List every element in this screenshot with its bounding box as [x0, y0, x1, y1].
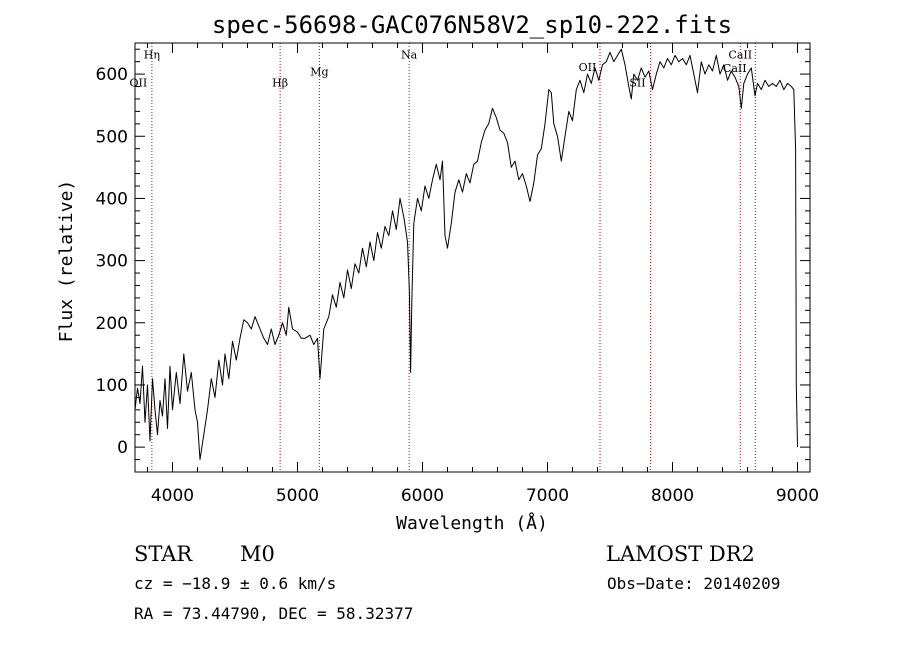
y-tick-label: 100: [96, 376, 128, 396]
line-label-7: CaII: [723, 62, 747, 75]
line-label-8: CaII: [728, 49, 752, 62]
spectral-marker-lines: [151, 43, 756, 472]
x-tick-label: 5000: [276, 486, 319, 506]
y-axis-ticks: 0 100 200 300 400 500 600: [96, 48, 810, 473]
subclass-label: M0: [240, 542, 275, 566]
object-type-label: STAR: [134, 542, 193, 566]
line-label-1: Hη: [144, 49, 160, 62]
spectrum-line-0: [134, 48, 798, 461]
x-tick-label: 8000: [651, 486, 694, 506]
x-tick-label: 9000: [776, 486, 819, 506]
line-label-2: Hβ: [272, 77, 288, 90]
x-tick-label: 7000: [526, 486, 569, 506]
obs-date-label: Obs−Date: 20140209: [607, 574, 780, 593]
line-label-5: OII: [579, 61, 597, 74]
y-tick-label: 400: [96, 189, 128, 209]
chart-title: spec-56698-GAC076N58V2_sp10-222.fits: [212, 11, 732, 39]
y-tick-label: 600: [96, 65, 128, 85]
line-label-4: Na: [401, 49, 418, 62]
x-tick-label: 6000: [401, 486, 444, 506]
survey-label: LAMOST DR2: [606, 542, 755, 566]
y-axis-label: Flux (relative): [56, 180, 77, 343]
y-tick-label: 200: [96, 314, 128, 334]
y-tick-label: 300: [96, 252, 128, 272]
redshift-label: cz = −18.9 ± 0.6 km/s: [134, 574, 336, 593]
y-tick-label: 0: [117, 438, 128, 458]
y-tick-label: 500: [96, 127, 128, 147]
x-tick-label: 4000: [151, 486, 194, 506]
coordinates-label: RA = 73.44790, DEC = 58.32377: [134, 604, 413, 623]
line-label-6: SII: [629, 77, 645, 90]
plot-frame: [134, 42, 811, 473]
x-axis-ticks: 4000 5000 6000 7000 8000 9000: [147, 43, 819, 506]
line-label-0: OII: [130, 77, 148, 90]
series-group: [134, 48, 798, 461]
line-label-3: Mg: [310, 65, 328, 78]
x-axis-label: Wavelength (Å): [396, 512, 548, 534]
